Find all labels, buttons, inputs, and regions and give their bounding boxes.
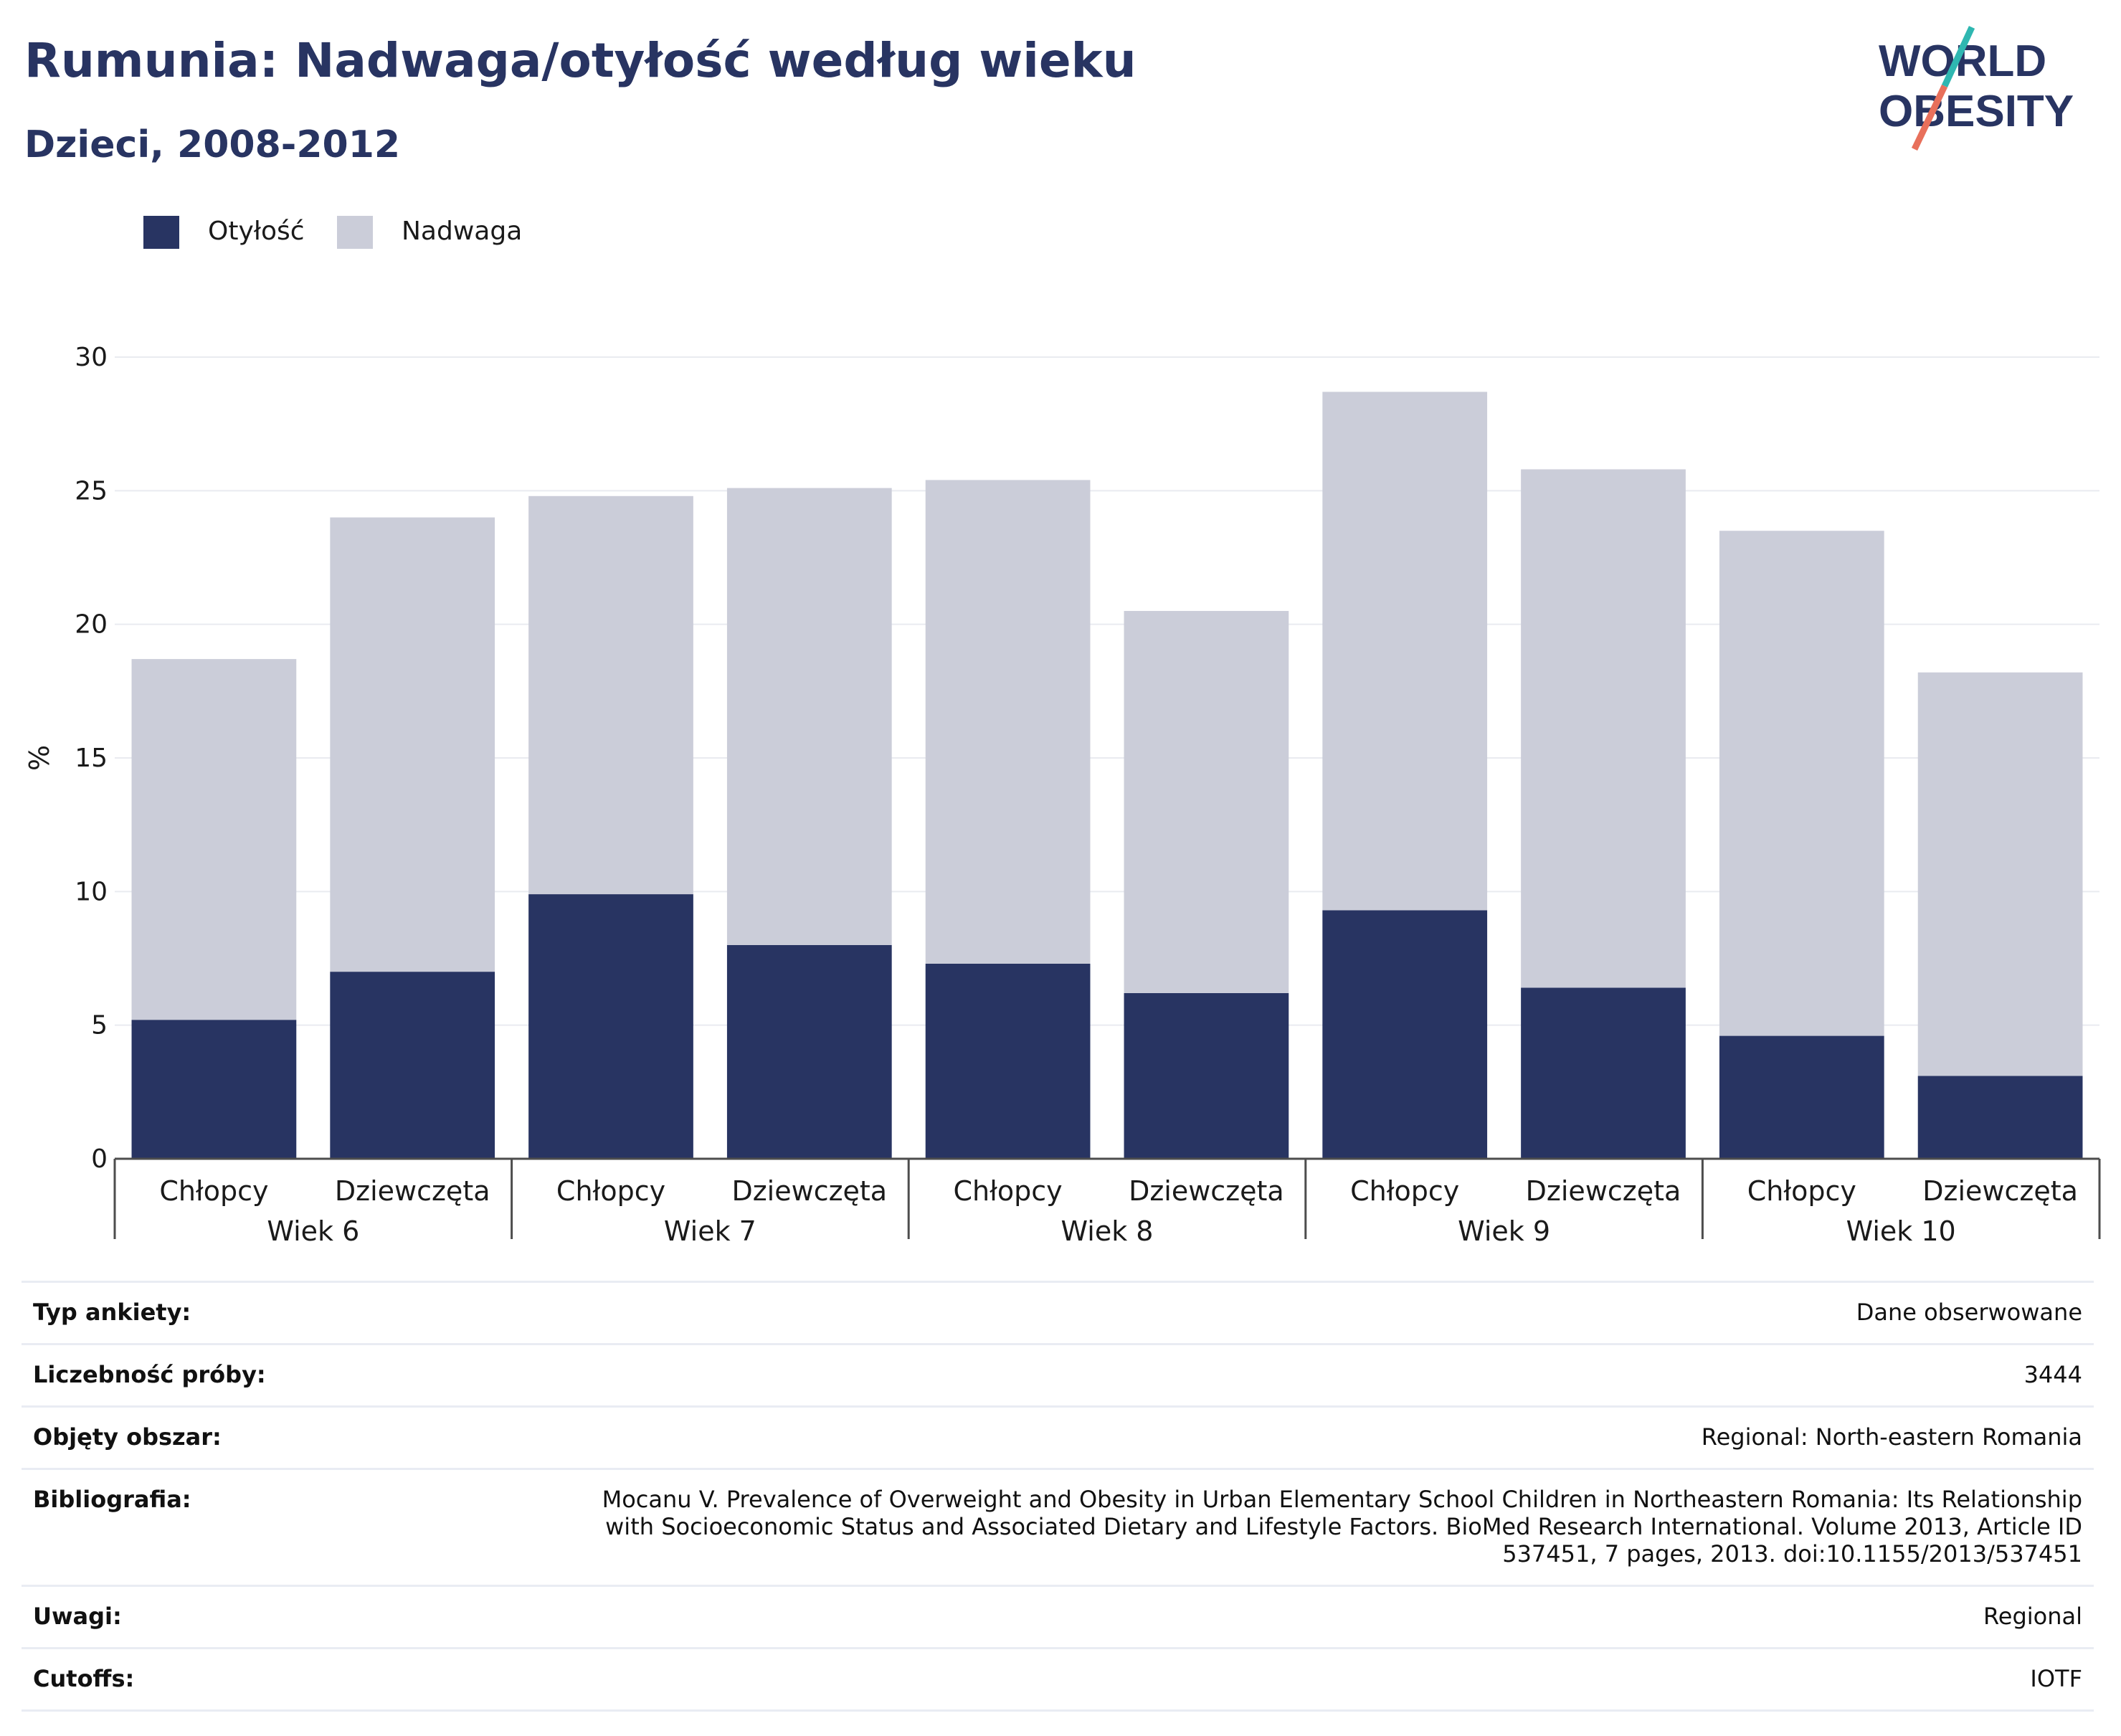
bar-overweight [330,517,495,972]
x-tick-label: Chłopcy [954,1175,1063,1207]
x-tick-label: Dziewczęta [1129,1175,1284,1207]
info-value: Mocanu V. Prevalence of Overweight and O… [602,1486,2082,1567]
bar-overweight [1322,392,1488,911]
x-tick-label: Dziewczęta [1526,1175,1681,1207]
bar-overweight [1521,469,1686,988]
group-label: Wiek 6 [267,1215,359,1247]
bar-obesity [1917,1076,2083,1159]
y-tick-label: 30 [75,343,108,372]
y-tick-label: 5 [91,1011,108,1040]
info-row-bibliography: Bibliografia: Mocanu V. Prevalence of Ov… [22,1469,2094,1586]
info-value: IOTF [2030,1665,2082,1692]
bar-obesity [1521,987,1686,1159]
bar-overweight [1124,611,1289,993]
bar-obesity [1322,910,1488,1159]
logo-slash-teal [1941,26,1975,87]
logo-text-obesity: OBESITY [1879,87,2074,136]
bar-overweight [528,495,693,895]
bar-obesity [131,1020,297,1159]
info-row-notes: Uwagi: Regional [22,1585,2094,1649]
legend-swatch-overweight [337,216,373,249]
y-axis-label: % [24,745,55,771]
y-tick-label: 10 [75,877,108,906]
bar-obesity [1719,1035,1884,1159]
bar-obesity [1124,992,1289,1159]
bar-overweight [1917,672,2083,1076]
chart-title: Rumunia: Nadwaga/otyłość według wieku [24,33,1137,88]
bar-overweight [726,488,892,945]
y-tick-label: 25 [75,476,108,506]
info-value: Regional: North-eastern Romania [1701,1423,2082,1451]
group-label: Wiek 7 [664,1215,756,1247]
x-tick-label: Dziewczęta [335,1175,490,1207]
legend-label-overweight: Nadwaga [402,217,523,246]
bar-overweight [131,659,297,1020]
info-key: Uwagi: [33,1603,122,1630]
stacked-bar-chart: 0 5 10 15 20 25 30% Chłopcy Dziewczęta Chłopcy Dzi… [24,343,2101,1247]
info-key: Objęty obszar: [33,1423,222,1451]
x-tick-label: Chłopcy [159,1175,268,1207]
group-label: Wiek 10 [1846,1215,1956,1247]
group-label: Wiek 9 [1458,1215,1550,1247]
info-value: Dane obserwowane [1856,1299,2082,1326]
legend-label-obesity: Otyłość [208,217,305,246]
bar-obesity [528,894,693,1159]
info-row-sample-size: Liczebność próby: 3444 [22,1344,2094,1407]
x-tick-label: Dziewczęta [1922,1175,2078,1207]
bar-obesity [925,963,1091,1159]
info-value: 3444 [2023,1361,2082,1388]
bar-obesity [726,944,892,1159]
x-tick-label: Dziewczęta [731,1175,887,1207]
group-label: Wiek 8 [1061,1215,1154,1247]
x-tick-label: Chłopcy [556,1175,665,1207]
legend-swatch-obesity [143,216,179,249]
bar-overweight [925,480,1091,964]
x-tick-label: Chłopcy [1747,1175,1856,1207]
info-key: Liczebność próby: [33,1361,266,1388]
info-row-area: Objęty obszar: Regional: North-eastern R… [22,1406,2094,1469]
world-obesity-logo: WORLD OBESITY [1879,26,2074,151]
y-tick-label: 20 [75,610,108,640]
info-table: Typ ankiety: Dane obserwowane Liczebność… [22,1281,2094,1712]
logo-slash-coral [1911,85,1948,151]
bar-obesity [330,972,495,1159]
info-key: Bibliografia: [33,1486,191,1513]
bar-overweight [1719,531,1884,1036]
info-row-cutoffs: Cutoffs: IOTF [22,1648,2094,1711]
chart-subtitle: Dzieci, 2008-2012 [24,123,401,166]
info-key: Cutoffs: [33,1665,135,1692]
y-tick-label: 0 [91,1144,108,1174]
info-value: Regional [1983,1603,2082,1630]
x-tick-label: Chłopcy [1350,1175,1459,1207]
info-row-survey-type: Typ ankiety: Dane obserwowane [22,1281,2094,1344]
info-key: Typ ankiety: [33,1299,191,1326]
y-tick-label: 15 [75,744,108,773]
